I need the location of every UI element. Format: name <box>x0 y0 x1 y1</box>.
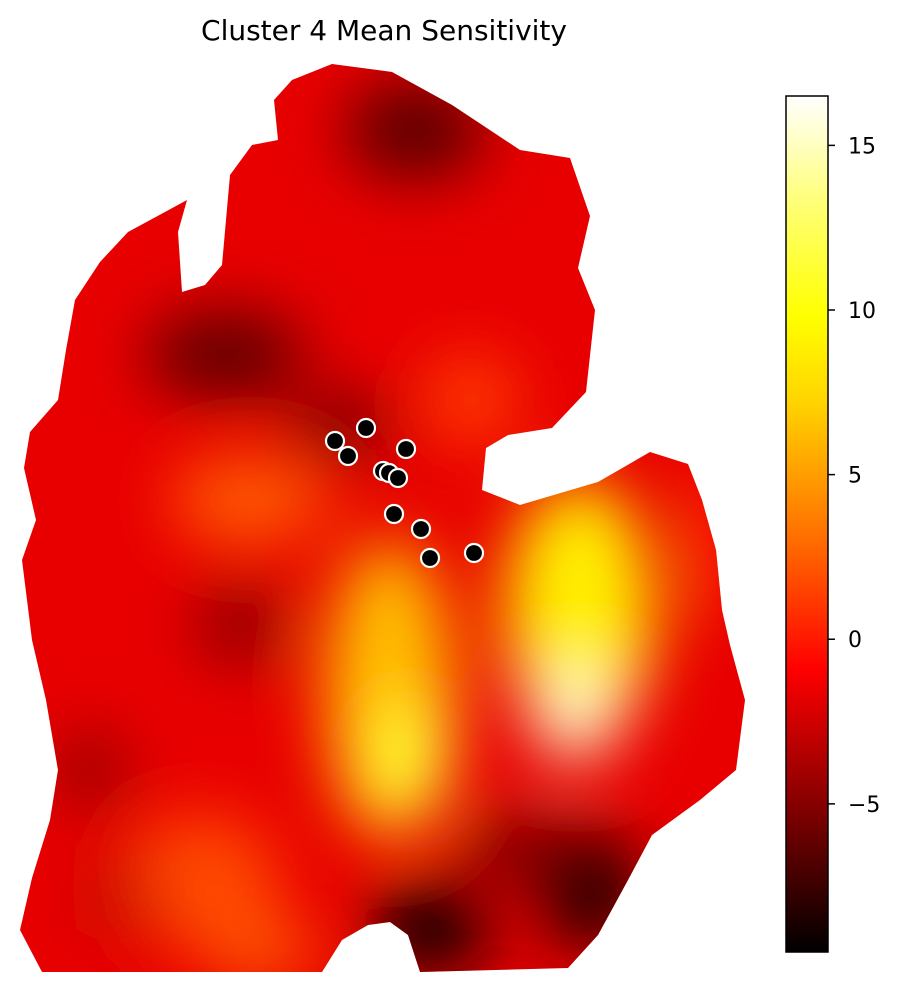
site-marker <box>419 547 441 569</box>
site-marker <box>463 542 485 564</box>
site-marker <box>324 430 346 452</box>
colorbar-tick-label: 15 <box>848 134 876 159</box>
site-marker <box>395 438 417 460</box>
colorbar-tick-label: 10 <box>848 299 876 324</box>
site-marker <box>410 518 432 540</box>
colorbar: −5 0 5 10 15 <box>785 95 880 953</box>
chart-title: Cluster 4 Mean Sensitivity <box>201 14 567 47</box>
site-marker <box>383 503 405 525</box>
site-marker <box>337 445 359 467</box>
site-markers <box>324 417 485 569</box>
colorbar-tick-label: 5 <box>848 464 862 489</box>
colorbar-tick-label: −5 <box>848 793 880 818</box>
site-marker <box>355 417 377 439</box>
colorbar-ticks: −5 0 5 10 15 <box>828 134 880 818</box>
colorbar-fill <box>786 96 828 952</box>
colorbar-tick-label: 0 <box>848 628 862 653</box>
site-marker <box>387 467 409 489</box>
colorbar-frame <box>785 95 829 953</box>
